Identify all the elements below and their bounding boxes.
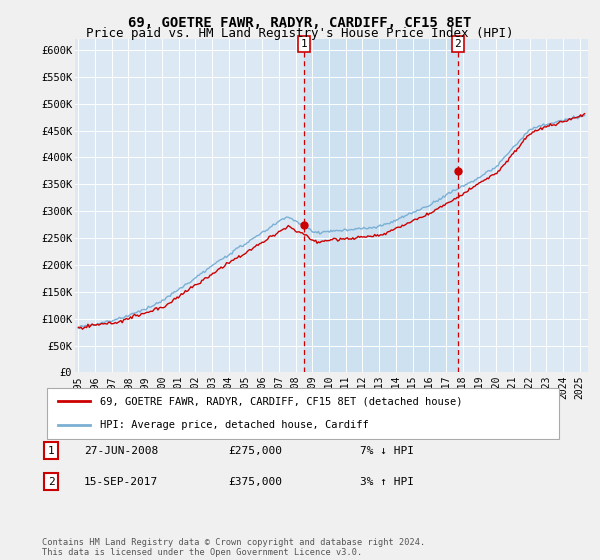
- Text: £275,000: £275,000: [228, 446, 282, 456]
- Text: 27-JUN-2008: 27-JUN-2008: [84, 446, 158, 456]
- Text: 2: 2: [454, 39, 461, 49]
- Text: Contains HM Land Registry data © Crown copyright and database right 2024.
This d: Contains HM Land Registry data © Crown c…: [42, 538, 425, 557]
- Text: 3% ↑ HPI: 3% ↑ HPI: [360, 477, 414, 487]
- FancyBboxPatch shape: [47, 388, 559, 438]
- Text: 15-SEP-2017: 15-SEP-2017: [84, 477, 158, 487]
- Text: 1: 1: [301, 39, 307, 49]
- Text: Price paid vs. HM Land Registry's House Price Index (HPI): Price paid vs. HM Land Registry's House …: [86, 27, 514, 40]
- Bar: [304, 39, 458, 372]
- Text: 1: 1: [47, 446, 55, 456]
- Text: 69, GOETRE FAWR, RADYR, CARDIFF, CF15 8ET (detached house): 69, GOETRE FAWR, RADYR, CARDIFF, CF15 8E…: [100, 396, 463, 407]
- Text: £375,000: £375,000: [228, 477, 282, 487]
- Text: 69, GOETRE FAWR, RADYR, CARDIFF, CF15 8ET: 69, GOETRE FAWR, RADYR, CARDIFF, CF15 8E…: [128, 16, 472, 30]
- Text: 2: 2: [47, 477, 55, 487]
- Text: 7% ↓ HPI: 7% ↓ HPI: [360, 446, 414, 456]
- Text: HPI: Average price, detached house, Cardiff: HPI: Average price, detached house, Card…: [100, 419, 369, 430]
